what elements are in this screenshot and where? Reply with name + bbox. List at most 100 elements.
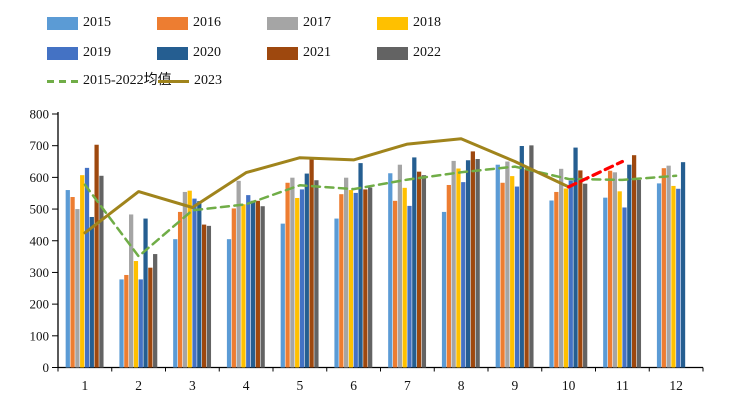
red-dashed-segment	[567, 159, 624, 189]
bar-2017-m6	[344, 177, 349, 368]
bar-2020-m11	[627, 164, 632, 368]
line-2023	[83, 137, 571, 235]
bar-2017-m1	[75, 209, 80, 368]
bar-2019-m6	[353, 192, 358, 368]
bar-2019-m3	[192, 198, 197, 368]
bar-2021-m10	[578, 170, 583, 368]
bar-2022-m2	[153, 254, 158, 368]
legend-item-2023-line: 2023	[158, 73, 222, 89]
bar-2022-m1	[99, 175, 104, 368]
x-tick-label: 11	[616, 378, 629, 393]
bar-2020-m2	[143, 218, 148, 368]
bar-2016-m8	[446, 184, 451, 368]
bar-2022-m4	[260, 206, 265, 368]
y-tick-label: 300	[30, 265, 50, 280]
bar-2021-m11	[631, 155, 637, 368]
y-tick-label: 700	[30, 138, 50, 153]
legend-label: 2018	[413, 15, 441, 30]
legend-label: 2022	[413, 45, 441, 60]
bar-2020-m4	[250, 200, 256, 368]
bar-2018-m8	[456, 168, 461, 368]
bar-2020-m8	[465, 160, 471, 368]
bar-2015-m9	[495, 164, 500, 368]
x-tick-label: 1	[82, 378, 89, 393]
bar-2022-m9	[529, 145, 534, 368]
bar-2018-m5	[295, 197, 300, 368]
bar-2018-m1	[80, 175, 85, 368]
bar-2021-m1	[94, 144, 99, 368]
legend-label: 2016	[193, 15, 221, 30]
bar-2018-m4	[241, 204, 246, 368]
legend-swatch-2022	[377, 46, 408, 60]
bar-2018-m7	[402, 187, 407, 368]
bar-2018-m9	[510, 176, 515, 368]
bar-2017-m8	[451, 160, 456, 368]
bar-2020-m1	[89, 216, 94, 368]
bar-2020-m6	[358, 163, 363, 368]
y-tick-label: 200	[30, 297, 50, 312]
legend-item-2015: 2015	[47, 15, 111, 31]
bar-2018-m11	[617, 191, 622, 368]
bar-2021-m4	[255, 200, 260, 368]
bar-2016-m12	[661, 168, 666, 368]
legend-label: 2019	[83, 45, 111, 60]
bar-2019-m5	[299, 189, 305, 368]
line-2015-2022均值	[83, 165, 678, 258]
bar-2016-m5	[285, 182, 290, 368]
bar-2017-m9	[505, 161, 510, 368]
legend-label: 2015-2022均值	[83, 73, 172, 88]
bar-2019-m7	[407, 205, 412, 368]
bar-2019-m1	[84, 167, 90, 368]
legend-swatch-2018	[377, 16, 408, 30]
bar-2015-m10	[549, 200, 554, 368]
bar-2020-m10	[573, 147, 578, 368]
bar-2021-m8	[470, 151, 475, 368]
legend-label: 2021	[303, 45, 331, 60]
x-tick-label: 6	[350, 378, 357, 393]
bar-2018-m12	[671, 185, 676, 368]
legend-swatch-2020	[157, 46, 188, 60]
x-tick-label: 5	[297, 378, 304, 393]
x-tick-label: 8	[458, 378, 465, 393]
bar-2022-m5	[314, 180, 319, 368]
bar-2022-m10	[583, 183, 588, 368]
bar-2016-m6	[339, 194, 344, 368]
bar-2019-m12	[676, 188, 681, 368]
legend-item-2017: 2017	[267, 15, 331, 31]
x-tick-label: 10	[562, 378, 576, 393]
bar-2015-m3	[173, 239, 178, 368]
legend-label: 2020	[193, 45, 221, 60]
legend-item-2021: 2021	[267, 45, 331, 61]
x-tick-label: 12	[669, 378, 683, 393]
bar-2018-m10	[563, 188, 569, 368]
legend-swatch-2023-line	[158, 79, 189, 83]
bar-2019-m2	[138, 279, 143, 368]
x-tick-label: 4	[243, 378, 250, 393]
bar-2019-m11	[622, 207, 627, 368]
bar-2022-m6	[368, 187, 373, 368]
legend-swatch-2015	[47, 16, 78, 30]
bar-2022-m3	[206, 225, 212, 368]
bar-2015-m12	[656, 183, 662, 368]
bar-2020-m9	[519, 146, 524, 368]
bar-2016-m1	[70, 197, 75, 368]
bar-2017-m7	[397, 164, 403, 368]
bar-2021-m7	[416, 171, 422, 368]
bar-2018-m6	[348, 190, 354, 368]
bar-2016-m9	[500, 182, 505, 368]
legend-label: 2023	[194, 73, 222, 88]
bar-2015-m4	[226, 239, 232, 368]
x-tick-label: 3	[189, 378, 196, 393]
bar-2017-m12	[666, 165, 671, 368]
legend-item-mean-line: 2015-2022均值	[47, 73, 172, 89]
bar-2015-m11	[603, 197, 608, 368]
legend-item-2018: 2018	[377, 15, 441, 31]
legend-label: 2015	[83, 15, 111, 30]
bar-2020-m7	[412, 157, 417, 368]
legend-swatch-2021	[267, 46, 298, 60]
bar-2016-m11	[607, 170, 613, 368]
bar-2021-m3	[201, 224, 207, 368]
bar-2019-m10	[568, 180, 573, 368]
bar-2016-m3	[177, 211, 183, 368]
bar-2020-m5	[304, 173, 309, 368]
